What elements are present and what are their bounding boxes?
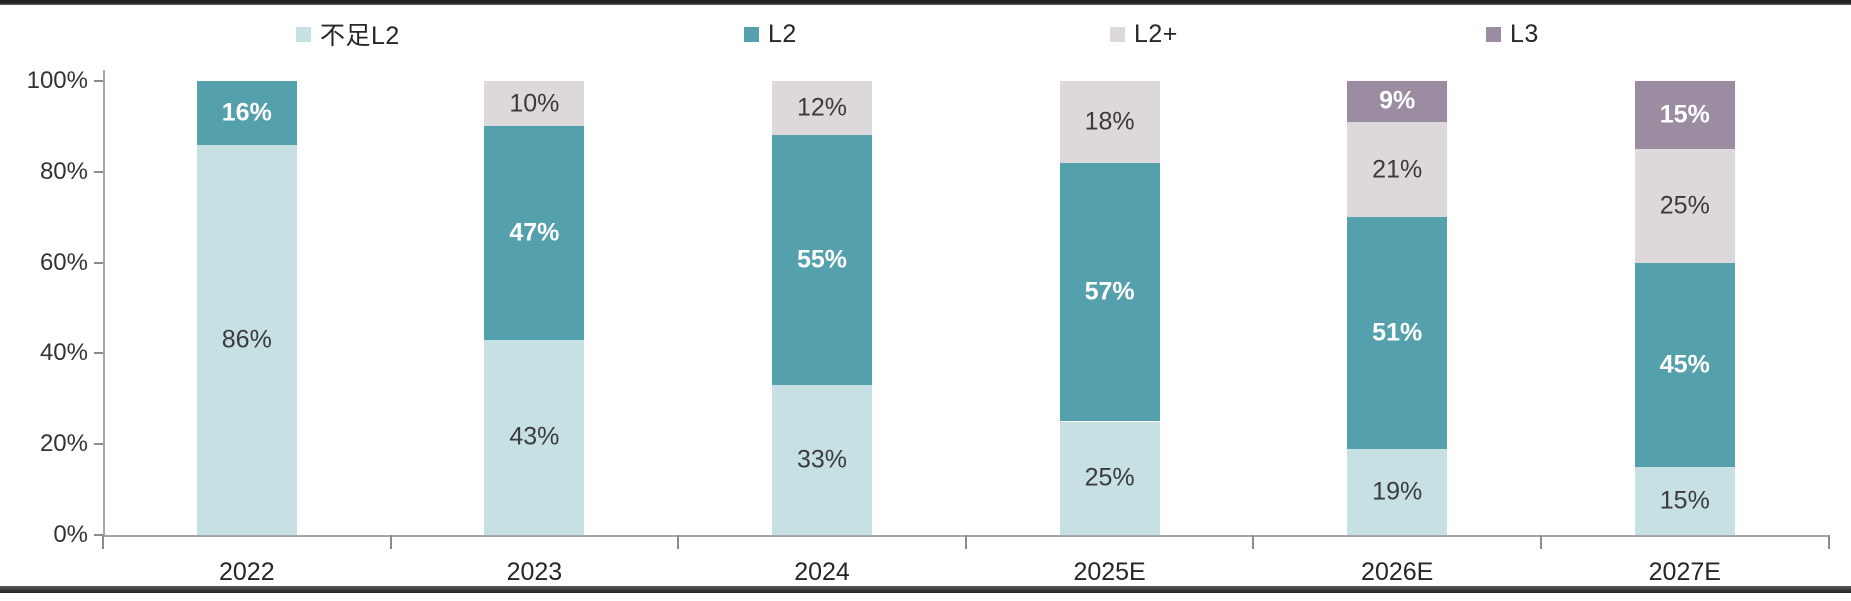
bar-segment-label: 86% [221,325,272,354]
legend-swatch-l2 [744,26,759,42]
bar-segment-label: 21% [1372,155,1423,184]
legend-swatch-l3 [1486,26,1501,42]
y-axis-tick [94,261,103,264]
bar-segment-L2 [1347,217,1448,449]
bar-segment-不足L2 [196,144,297,535]
x-axis-tick [964,535,967,549]
bar-segment-L2 [484,126,585,340]
bar-segment-label: 19% [1372,477,1423,506]
legend-item-below-l2: 不足L2 [296,19,400,50]
x-axis-tick [1252,535,1255,549]
bar-segment-不足L2 [1059,421,1160,535]
bar-segment-L2+ [772,81,872,136]
y-axis-tick-label: 80% [39,157,88,185]
y-axis-tick-label: 0% [53,521,88,548]
bar-segment-L2 [772,135,872,386]
top-rule [0,0,1851,5]
bar-segment-label: 25% [1084,463,1135,492]
y-axis-tick [94,352,103,355]
x-axis-label: 2022 [218,558,275,586]
y-axis-tick-label: 20% [39,430,88,458]
bar-segment-label: 45% [1659,350,1710,379]
y-axis-tick-label: 40% [39,339,88,367]
bar-segment-不足L2 [1347,448,1448,535]
bar-segment-L2 [196,81,297,145]
bar-segment-不足L2 [484,339,585,535]
bar-segment-label: 43% [509,422,560,451]
x-axis-tick [102,535,104,549]
bar-segment-label: 51% [1372,318,1423,347]
bar-segment-label: 15% [1659,100,1710,129]
bar-segment-L2 [1634,262,1735,467]
x-axis-label: 2023 [506,558,563,586]
x-axis-tick [677,535,680,549]
y-axis-tick [94,80,103,82]
bottom-rule [0,586,1851,593]
x-axis-tick [1540,535,1542,549]
bar-segment-label: 10% [509,89,560,118]
x-axis-tick [389,535,392,549]
bar-segment-label: 55% [796,245,848,274]
y-axis-tick [94,443,103,446]
bar-segment-label: 16% [221,98,272,127]
y-axis-line [103,70,105,537]
bar-segment-L3 [1347,81,1448,122]
y-axis-tick-label: 60% [39,248,88,276]
bar-segment-label: 33% [796,445,848,474]
x-axis-label: 2026E [1361,558,1434,586]
bar-segment-label: 25% [1659,191,1710,220]
y-axis-tick [94,170,103,173]
legend-label-l2: L2 [768,19,797,48]
bar-segment-label: 47% [509,218,560,247]
bar-segment-L2+ [1634,149,1735,263]
y-axis-tick [94,534,103,536]
x-axis-label: 2025E [1073,558,1146,586]
legend-item-l2plus: L2+ [1110,19,1178,49]
legend-label-l3: L3 [1510,19,1539,48]
legend-swatch-below-l2 [296,26,311,42]
bar-segment-L2 [1059,162,1160,422]
bar-segment-label: 15% [1659,486,1710,515]
legend-swatch-l2plus [1110,26,1125,42]
legend-label-l2plus: L2+ [1134,19,1178,48]
x-axis-label: 2024 [794,558,850,586]
bar-segment-L2+ [1059,81,1160,163]
legend-item-l2: L2 [744,19,797,49]
bar-segment-label: 57% [1084,277,1135,306]
x-axis-label: 2027E [1648,558,1721,586]
legend-label-below-l2: 不足L2 [320,22,400,50]
bar-segment-label: 9% [1379,86,1416,115]
legend-item-l3: L3 [1486,19,1539,49]
bar-segment-L2+ [484,81,585,127]
bar-segment-L3 [1634,81,1735,150]
bar-segment-L2+ [1347,121,1448,218]
y-axis-tick-label: 100% [26,67,88,94]
x-axis-tick [1827,535,1830,549]
bar-segment-label: 12% [796,93,848,122]
bar-segment-不足L2 [772,385,872,535]
bar-segment-label: 18% [1084,107,1135,136]
bar-segment-不足L2 [1634,466,1735,535]
